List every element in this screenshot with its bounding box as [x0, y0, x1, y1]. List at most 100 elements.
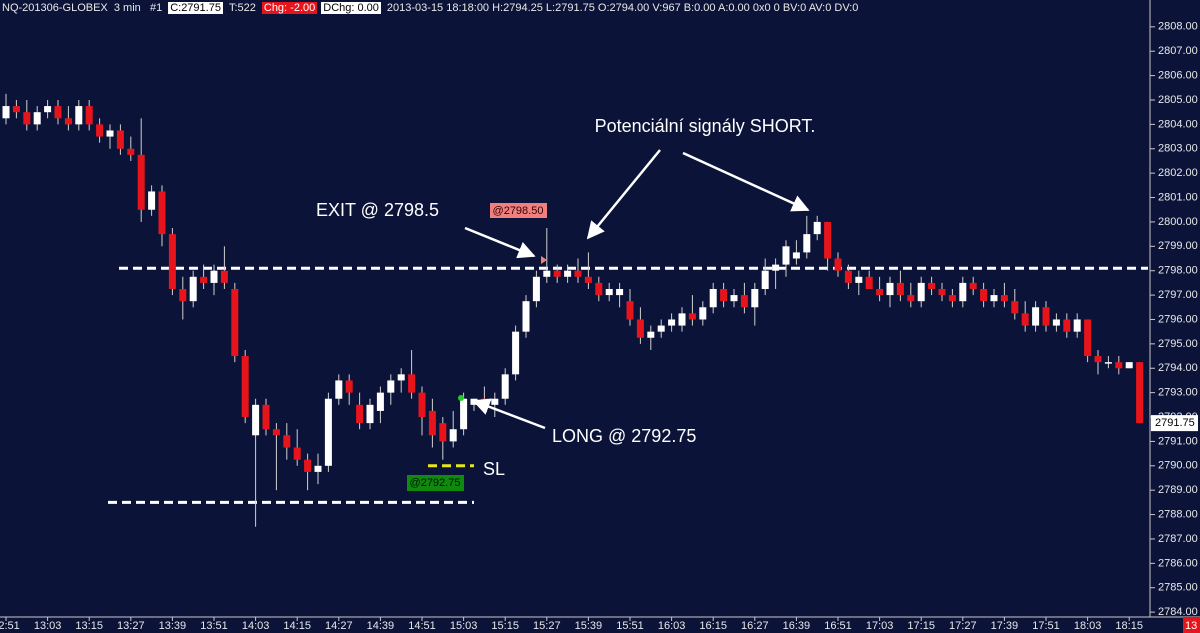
candle-body: [179, 288, 187, 302]
plot-area: [2, 93, 1148, 527]
candle-body: [356, 404, 364, 424]
candle-body: [605, 288, 613, 296]
y-tick-label: 2793.00: [1158, 387, 1198, 399]
candle-body: [896, 282, 904, 296]
header-field: C:2791.75: [168, 2, 223, 14]
candle-body: [844, 270, 852, 283]
candle-body: [220, 270, 228, 283]
arrow: [472, 398, 546, 430]
y-tick-label: 2800.00: [1158, 216, 1198, 228]
y-tick-label: 2791.00: [1158, 435, 1198, 447]
x-tick-label: 16:27: [741, 620, 769, 632]
candle-body: [699, 307, 707, 320]
candle-body: [85, 106, 93, 125]
candle-body: [54, 106, 62, 119]
y-tick-label: 2785.00: [1158, 582, 1198, 594]
candle-body: [595, 282, 603, 296]
candle-body: [647, 331, 655, 338]
y-tick-label: 2786.00: [1158, 557, 1198, 569]
candle-body: [168, 234, 176, 289]
price-axis-bg: [1150, 0, 1200, 633]
candle-body: [948, 295, 956, 302]
candle-body: [210, 270, 218, 283]
candle-body: [730, 295, 738, 302]
x-tick-label: 17:51: [1032, 620, 1060, 632]
candle-body: [1042, 307, 1050, 326]
arrow: [682, 151, 810, 212]
candle-body: [1136, 362, 1144, 424]
y-tick-label: 2807.00: [1158, 45, 1198, 57]
y-tick-label: 2802.00: [1158, 167, 1198, 179]
time-tag-bg: [1183, 617, 1200, 633]
candle-body: [428, 410, 436, 436]
price-tag-bg: [407, 475, 464, 491]
candle-body: [262, 404, 270, 430]
candle-body: [1104, 362, 1112, 364]
x-tick-label: 13:51: [200, 620, 228, 632]
candle-body: [200, 276, 208, 283]
candle-body: [584, 276, 592, 283]
candle-body: [636, 319, 644, 338]
candle-body: [938, 288, 946, 296]
y-tick-label: 2796.00: [1158, 313, 1198, 325]
x-tick-label: 15:03: [450, 620, 478, 632]
arrow: [586, 149, 661, 240]
candle-body: [772, 264, 780, 271]
y-tick-label: 2798.00: [1158, 265, 1198, 277]
y-tick-label: 2784.00: [1158, 606, 1198, 618]
y-tick-label: 2803.00: [1158, 143, 1198, 155]
candle-body: [335, 380, 343, 399]
candle-body: [824, 221, 832, 259]
candle-body: [678, 313, 686, 326]
candle-body: [574, 270, 582, 277]
y-tick-label: 2797.00: [1158, 289, 1198, 301]
candle-body: [33, 112, 41, 125]
time-tag: 13: [1185, 620, 1197, 632]
y-tick-label: 2789.00: [1158, 484, 1198, 496]
annotation: Potenciální signály SHORT.: [595, 116, 816, 136]
x-tick-label: 16:51: [824, 620, 852, 632]
candle-body: [751, 288, 759, 308]
candle-body: [855, 276, 863, 283]
candle-body: [491, 398, 499, 405]
entry-marker: [458, 395, 464, 401]
candle-body: [1125, 362, 1133, 369]
candle-body: [543, 270, 551, 277]
price-tag-bg: [490, 203, 547, 218]
candle-body: [283, 435, 291, 448]
x-tick-label: 16:15: [699, 620, 727, 632]
candle-body: [792, 252, 800, 259]
y-tick-label: 2799.00: [1158, 240, 1198, 252]
x-tick-label: 15:15: [491, 620, 519, 632]
x-tick-label: 17:39: [991, 620, 1019, 632]
candle-body: [460, 398, 468, 430]
y-tick-label: 2794.00: [1158, 362, 1198, 374]
header: NQ-201306-GLOBEX 3 min #1 C:2791.75 T:522 C…: [0, 0, 864, 16]
candle-body: [532, 276, 540, 302]
candle-body: [376, 392, 384, 411]
y-tick-label: 2804.00: [1158, 118, 1198, 130]
candle-body: [761, 270, 769, 289]
candle-body: [876, 288, 884, 296]
candle-body: [1032, 307, 1040, 326]
price-tag: @2792.75: [410, 477, 461, 489]
candle-body: [387, 380, 395, 393]
candle-body: [907, 295, 915, 302]
header-field: T:522: [228, 2, 256, 14]
last-price-bg: [1151, 415, 1198, 432]
candle-body: [1000, 295, 1008, 302]
candle-body: [969, 282, 977, 289]
candle-body: [782, 246, 790, 265]
candle-body: [522, 301, 530, 332]
candle-body: [1094, 356, 1102, 363]
x-tick-label: 12:51: [0, 620, 20, 632]
x-tick-label: 14:03: [242, 620, 270, 632]
candle-body: [564, 270, 572, 277]
candle-body: [345, 380, 353, 393]
candle-body: [1052, 319, 1060, 326]
x-tick-label: 17:03: [866, 620, 894, 632]
candle-body: [720, 288, 728, 302]
x-tick-label: 16:39: [783, 620, 811, 632]
x-tick-label: 15:51: [616, 620, 644, 632]
candle-body: [1021, 313, 1029, 326]
